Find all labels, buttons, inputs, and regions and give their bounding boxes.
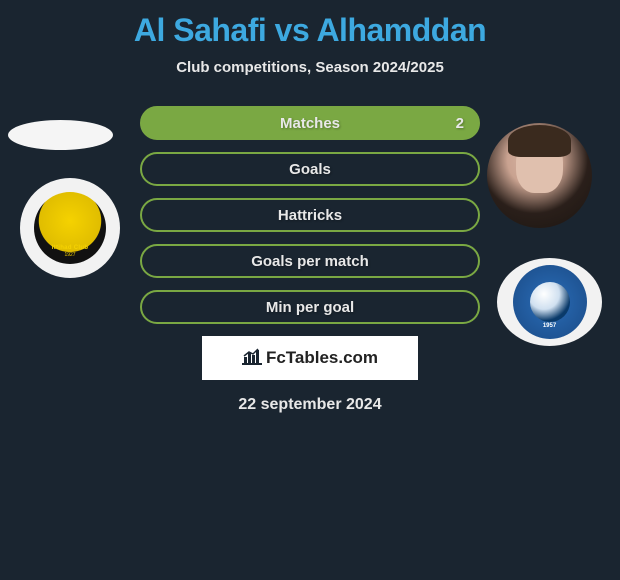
stat-row-hattricks: Hattricks xyxy=(140,198,480,232)
chart-icon xyxy=(242,347,262,370)
date-label: 22 september 2024 xyxy=(0,396,620,414)
stat-label: Goals per match xyxy=(251,253,369,270)
club-left-year: 1927 xyxy=(64,252,75,258)
player-right-avatar xyxy=(487,123,592,228)
page-title: Al Sahafi vs Alhamddan xyxy=(0,0,620,49)
stat-label: Goals xyxy=(289,161,331,178)
stat-label: Hattricks xyxy=(278,207,342,224)
club-right-badge: 1957 xyxy=(497,258,602,346)
subtitle: Club competitions, Season 2024/2025 xyxy=(0,59,620,76)
player-left-avatar xyxy=(8,120,113,150)
branding-text: FcTables.com xyxy=(266,348,378,368)
stat-value-right: 2 xyxy=(456,115,464,132)
stat-label: Matches xyxy=(280,115,340,132)
branding-banner[interactable]: FcTables.com xyxy=(202,336,418,380)
stat-label: Min per goal xyxy=(266,299,354,316)
stat-row-goals: Goals xyxy=(140,152,480,186)
stat-row-min-per-goal: Min per goal xyxy=(140,290,480,324)
club-left-badge: Ittihad Club 1927 xyxy=(20,178,120,278)
stats-container: Matches 2 Goals Hattricks Goals per matc… xyxy=(140,106,480,324)
stat-row-goals-per-match: Goals per match xyxy=(140,244,480,278)
stat-row-matches: Matches 2 xyxy=(140,106,480,140)
club-right-ball-icon xyxy=(530,282,570,322)
club-left-name: Ittihad Club xyxy=(52,245,89,251)
club-right-year: 1957 xyxy=(543,323,556,329)
